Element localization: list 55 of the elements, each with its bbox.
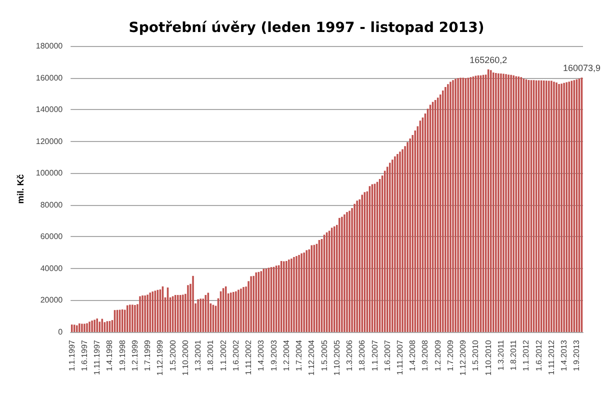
x-tick-label: 1.6.2007 xyxy=(382,339,392,372)
x-tick-label: 1.11.2012 xyxy=(546,339,556,375)
x-tick-label: 1.12.2009 xyxy=(458,339,468,376)
x-tick-label: 1.9.2013 xyxy=(572,339,582,372)
x-tick-label: 1.2.2009 xyxy=(433,339,442,372)
y-tick-label: 160000 xyxy=(36,73,64,82)
x-tick-label: 1.1.2007 xyxy=(370,339,380,372)
x-tick-label: 1.4.1998 xyxy=(105,339,114,372)
x-tick-label: 1.7.2004 xyxy=(294,339,304,372)
x-tick-label: 1.9.1998 xyxy=(118,339,127,372)
x-tick-label: 1.1.2002 xyxy=(218,339,228,372)
x-tick-label: 1.2.2004 xyxy=(282,339,291,372)
y-tick-label: 100000 xyxy=(36,168,64,178)
y-tick-label: 180000 xyxy=(36,42,64,50)
x-tick-label: 1.2.1999 xyxy=(130,339,140,372)
chart-title: Spotřební úvěry (leden 1997 - listopad 2013) xyxy=(128,20,484,36)
data-label: 160073,9 xyxy=(562,63,601,74)
x-tick-label: 1.3.2011 xyxy=(496,339,506,371)
data-label: 165260,2 xyxy=(470,54,508,65)
x-tick-label: 1.5.2005 xyxy=(320,339,329,372)
x-tick-label: 1.11.1997 xyxy=(92,339,102,375)
x-tick-label: 1.8.2011 xyxy=(509,339,518,371)
x-tick-label: 1.3.2001 xyxy=(194,339,203,372)
x-tick-label: 1.8.2001 xyxy=(206,339,216,372)
y-tick-label: 20000 xyxy=(40,296,64,305)
x-tick-label: 1.11.2007 xyxy=(396,339,404,375)
x-tick-label: 1.7.1999 xyxy=(143,339,152,372)
y-axis-title: mil. Kč xyxy=(16,174,26,204)
x-tick-label: 1.12.1999 xyxy=(156,339,165,376)
x-tick-label: 1.7.2009 xyxy=(446,339,455,372)
y-tick-label: 0 xyxy=(58,328,64,336)
x-tick-label: 1.5.2000 xyxy=(168,339,178,372)
x-tick-label: 1.4.2003 xyxy=(256,339,266,372)
x-tick-label: 1.8.2006 xyxy=(358,339,367,372)
y-tick-label: 120000 xyxy=(36,136,64,146)
x-tick-label: 1.6.1997 xyxy=(80,339,89,372)
x-tick-label: 1.11.2002 xyxy=(244,339,254,375)
y-tick-label: 140000 xyxy=(36,105,64,114)
x-tick-label: 1.12.2004 xyxy=(307,339,316,376)
x-tick-label: 1.6.2012 xyxy=(534,339,544,372)
x-tick-label: 1.10.2000 xyxy=(180,339,190,376)
x-tick-label: 1.1.2012 xyxy=(522,339,531,372)
x-tick-label: 1.6.2002 xyxy=(231,339,240,372)
x-tick-label: 1.3.2006 xyxy=(345,339,354,372)
x-tick-label: 1.9.2003 xyxy=(269,339,278,372)
y-tick-label: 80000 xyxy=(40,200,64,210)
x-tick-label: 1.1.1997 xyxy=(67,339,76,372)
x-tick-label: 1.5.2010 xyxy=(471,339,480,372)
x-tick-label: 1.4.2013 xyxy=(560,339,569,372)
y-tick-label: 40000 xyxy=(40,264,64,273)
y-tick-label: 60000 xyxy=(40,232,64,242)
x-tick-label: 1.10.2005 xyxy=(332,339,342,376)
x-tick-label: 1.10.2010 xyxy=(484,339,493,376)
x-tick-label: 1.9.2008 xyxy=(420,339,430,372)
x-tick-label: 1.4.2008 xyxy=(408,339,418,372)
